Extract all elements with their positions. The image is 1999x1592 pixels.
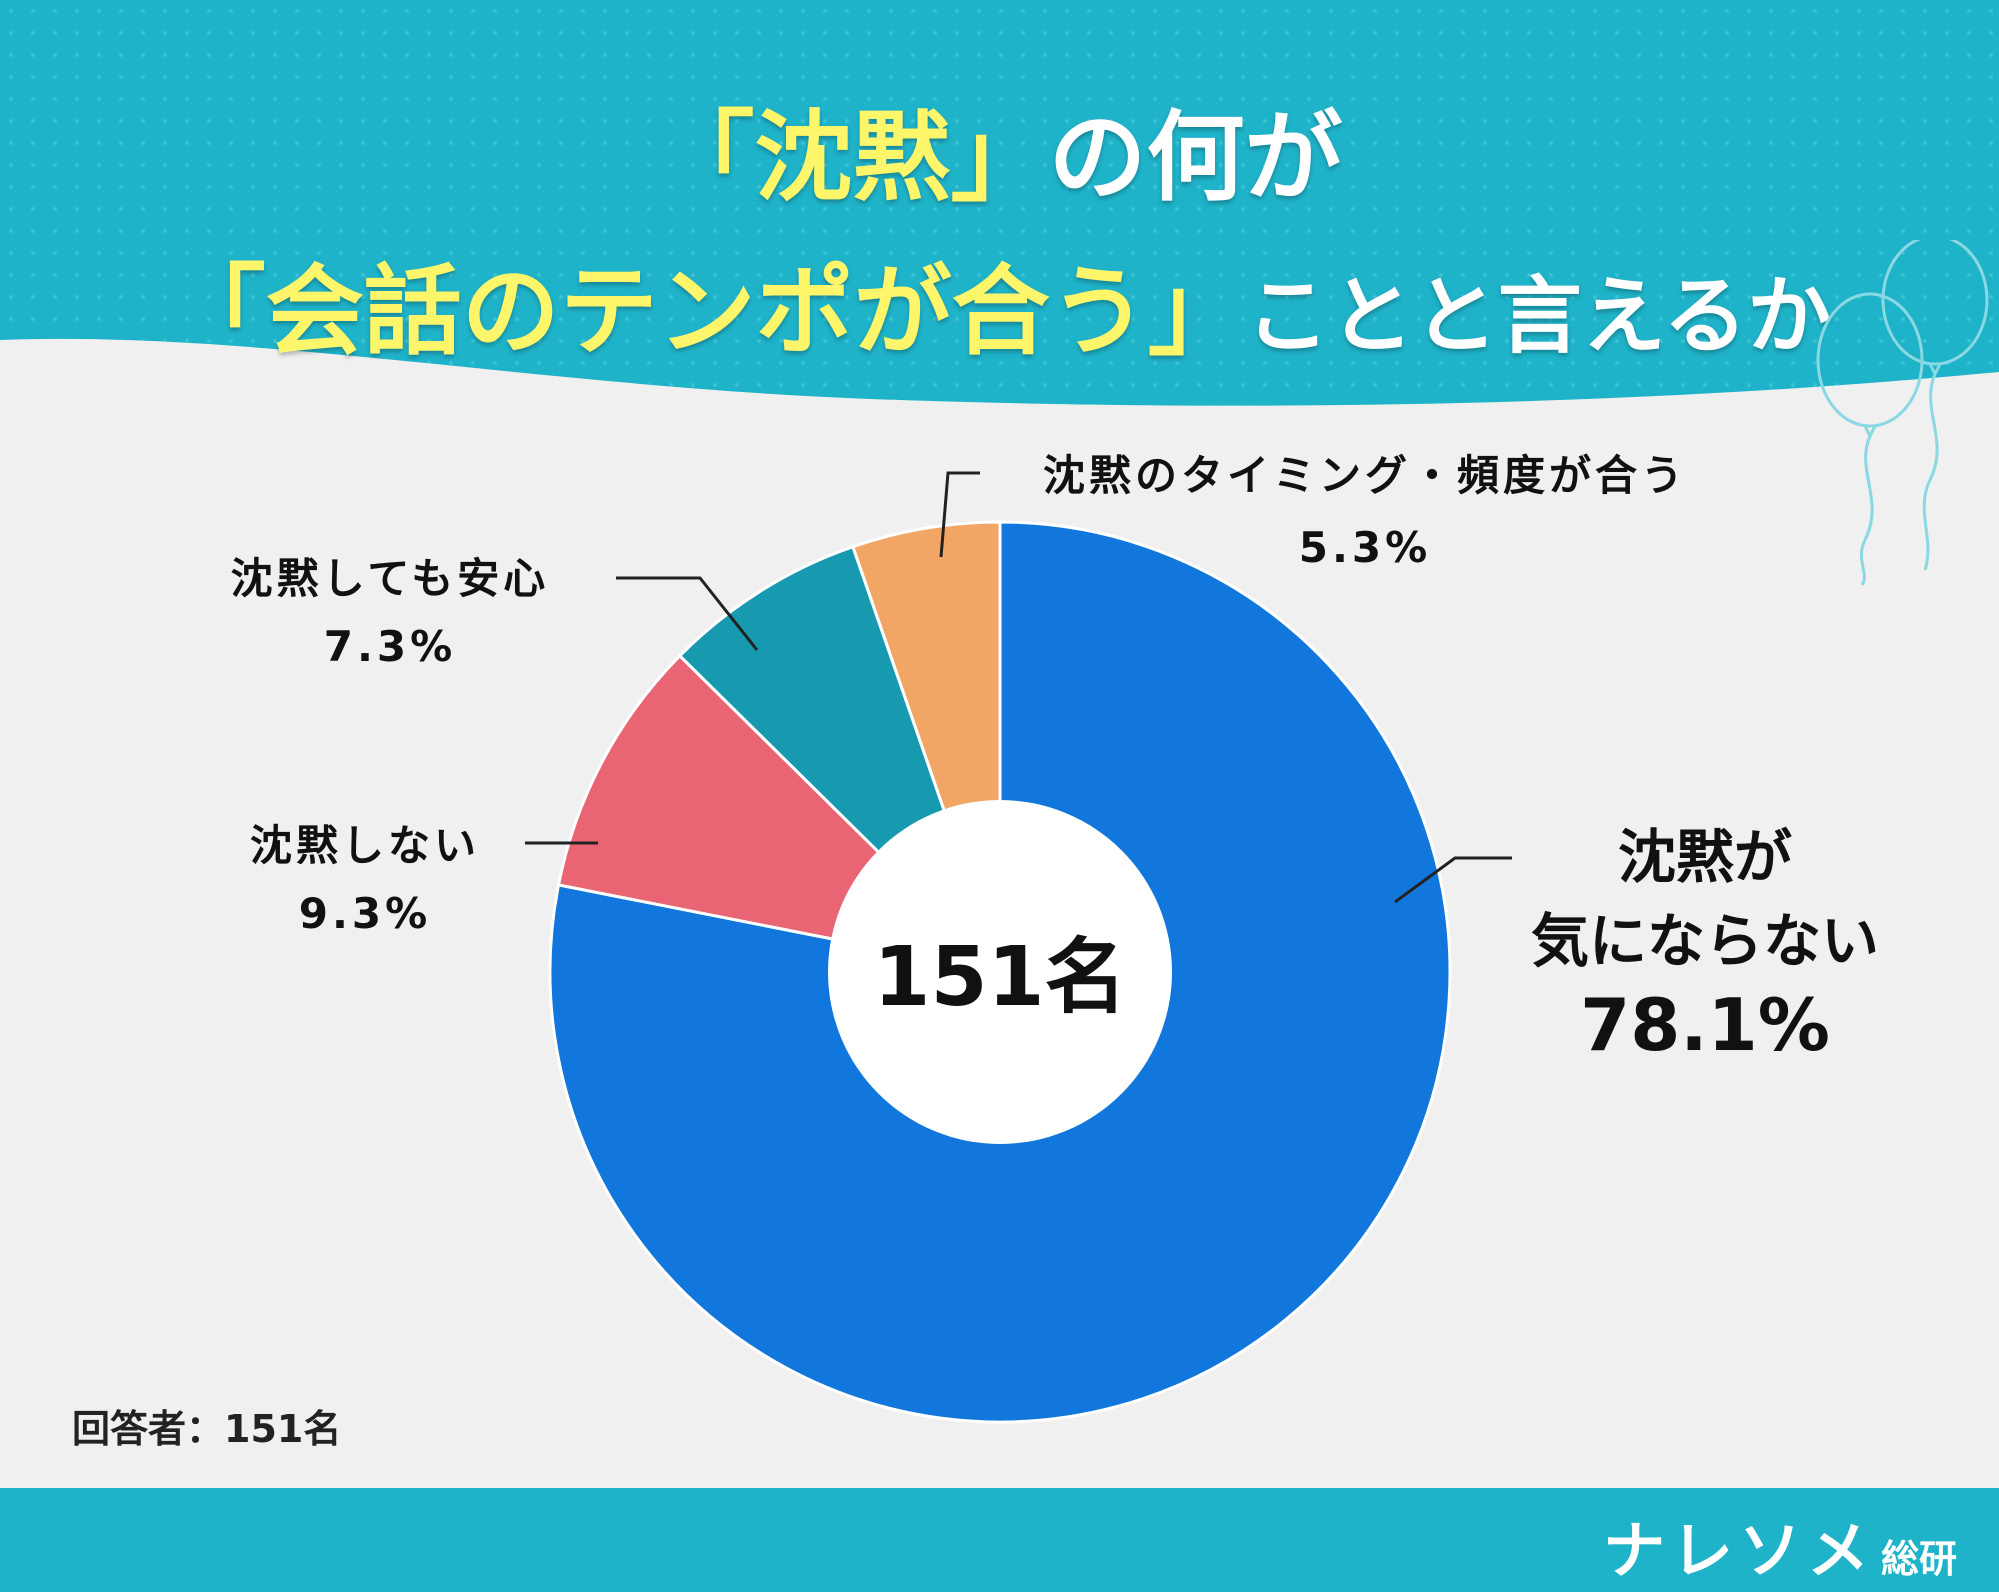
title-line1-highlight: 「沈黙」 [656,101,1049,215]
leader-line-timing [939,471,980,558]
respondents-note: 回答者：151名 [72,1407,342,1451]
footer-bar [0,1488,1999,1592]
slice-label-timing: 沈黙のタイミング・頻度が合う 5.3% [985,440,1745,584]
title-line1-rest: の何が [1048,101,1343,215]
brand-name: ナレソメ [1602,1514,1875,1587]
leader-lines [525,471,1512,904]
title-line-2: 「会話のテンポが合う」ことと言えるか [0,232,1999,374]
donut-hole [828,800,1172,1144]
slice-value-no-silence: 9.3% [298,889,432,938]
leader-line-safe [616,576,759,651]
title-line-1: 「沈黙」の何が [0,78,1999,220]
slice-label-timing-line1: 沈黙のタイミング・頻度が合う [1042,451,1687,500]
balloons-outline-icon [1816,240,1989,586]
slice-label-safe: 沈黙しても安心 7.3% [190,545,590,681]
slice-label-not-bothered-line2: 気にならない [1530,907,1879,975]
slice-value-not-bothered: 78.1% [1580,983,1830,1067]
center-label: 151名 [873,930,1127,1025]
header-background [0,0,1999,406]
title-line2-rest: ことと言えるか [1245,267,1832,365]
brand-sub: 総研 [1880,1537,1957,1581]
slice-label-not-bothered: 沈黙が 気にならない 78.1% [1470,815,1940,1067]
brand-logo: ナレソメ 総研 [1603,1500,1957,1590]
leader-line-not-bothered [1394,856,1512,904]
title-line2-highlight: 「会話のテンポが合う」 [167,255,1246,369]
slice-value-safe: 7.3% [323,622,457,671]
slice-label-no-silence-line1: 沈黙しない [249,821,480,870]
slice-label-safe-line1: 沈黙しても安心 [230,554,550,603]
slice-value-timing: 5.3% [1298,523,1432,572]
slice-label-not-bothered-line1: 沈黙が [1617,823,1792,891]
slice-label-no-silence: 沈黙しない 9.3% [205,812,525,948]
